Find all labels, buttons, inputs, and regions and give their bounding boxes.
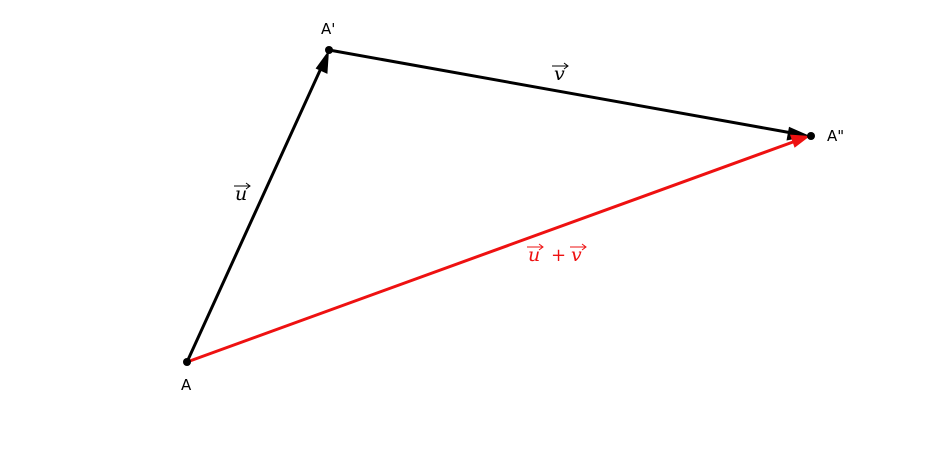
vector-sum: [185, 134, 810, 364]
label-a-double-prime: A": [827, 127, 844, 145]
point-a-double-prime: [807, 132, 815, 140]
vector-v-label-overarrow-head: [563, 62, 569, 70]
vector-sum-label-v: v: [571, 244, 582, 266]
vector-u-label-text: u: [235, 183, 247, 205]
vector-sum-label-u-overarrow-head: [538, 243, 544, 251]
vector-v: [327, 48, 810, 141]
vector-v-label-text: v: [554, 63, 565, 85]
vector-u-label: u: [234, 182, 251, 205]
label-a-prime: A': [321, 20, 335, 38]
vector-u: [185, 50, 329, 364]
vector-sum-label: u + v: [527, 243, 587, 266]
vector-sum-label-operator: +: [551, 245, 566, 266]
vector-v-label: v: [552, 62, 569, 85]
vector-u-arrowhead: [315, 50, 329, 74]
vector-u-label-overarrow-head: [245, 182, 251, 190]
point-a: [183, 358, 191, 366]
vector-sum-label-u: u: [528, 244, 540, 266]
vector-sum-arrowhead: [790, 134, 810, 148]
vector-sum-label-v-overarrow-head: [581, 243, 587, 251]
label-a: A: [181, 376, 192, 394]
point-a-prime: [325, 46, 333, 54]
